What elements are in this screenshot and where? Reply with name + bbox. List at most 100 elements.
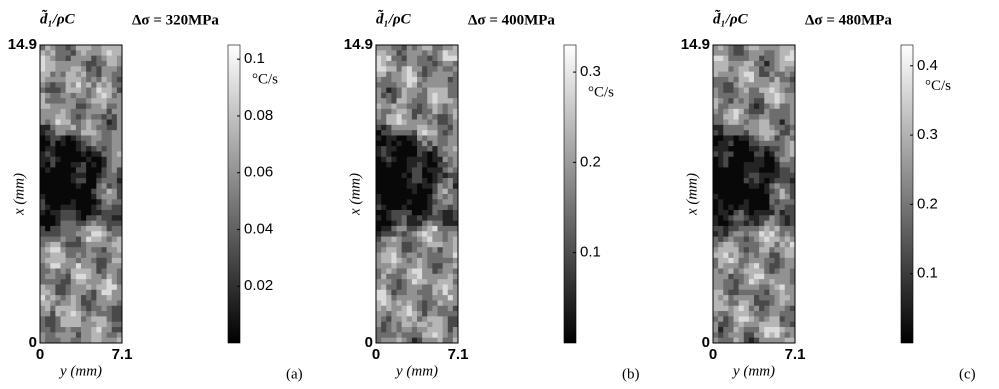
contour-cell [381,295,387,301]
contour-cell [759,151,765,158]
contour-cell [381,45,387,51]
contour-cell [764,45,770,51]
contour-cell [723,231,729,238]
contour-cell [432,50,438,57]
contour-cell [432,140,438,147]
contour-cell [81,273,87,280]
contour-cell [754,337,760,344]
contour-cell [432,236,438,243]
contour-cell [718,337,724,344]
contour-cell [417,60,423,67]
contour-cell [101,194,108,200]
contour-cell [60,108,67,115]
contour-cell [774,66,781,73]
contour-cell [401,188,408,195]
contour-cell [723,194,729,200]
contour-cell [447,289,454,296]
contour-cell [75,225,82,232]
contour-cell [50,236,56,243]
contour-cell [111,199,118,206]
contour-cell [111,289,118,296]
contour-cell [111,98,118,105]
contour-cell [60,295,67,301]
contour-cell [111,236,118,243]
contour-cell [381,284,387,291]
contour-cell [86,140,92,147]
contour-cell [381,183,387,190]
panel-label: (a) [286,366,303,382]
contour-cell [396,66,403,73]
contour-cell [111,162,118,168]
contour-cell [427,76,433,83]
contour-cell [759,135,765,142]
contour-cell [91,305,97,312]
contour-cell [452,316,459,323]
contour-cell [764,332,770,339]
contour-cell [96,103,102,110]
contour-cell [728,305,734,312]
contour-cell [713,140,719,147]
contour-cell [116,151,123,158]
contour-cell [759,194,765,200]
contour-cell [116,76,123,83]
contour-cell [723,215,729,222]
contour-cell [452,119,459,126]
contour-cell [391,108,397,115]
contour-cell [769,45,775,51]
contour-cell [96,76,102,83]
contour-cell [759,332,765,339]
contour-cell [81,55,87,62]
contour-cell [417,114,423,120]
contour-cell [91,87,97,94]
contour-cell [75,103,82,110]
contour-cell [50,295,56,301]
contour-cell [106,130,113,136]
contour-cell [75,289,82,296]
contour-cell [111,279,118,285]
contour-cell [779,321,786,328]
contour-cell [738,156,745,163]
contour-cell [784,252,791,259]
contour-cell [106,316,113,323]
contour-cell [728,247,734,254]
contour-cell [45,119,51,126]
contour-cell [723,225,729,232]
contour-cell [45,236,51,243]
contour-cell [401,82,408,89]
contour-cell [401,241,408,248]
contour-cell [65,332,72,339]
contour-cell [452,103,459,110]
contour-cell [75,87,82,94]
contour-cell [65,337,72,344]
contour-cell [723,257,729,264]
contour-cell [417,124,423,131]
contour-cell [91,98,97,105]
contour-cell [733,279,740,285]
contour-cell [769,140,775,147]
contour-cell [779,194,786,200]
contour-cell [96,300,102,307]
contour-cell [96,178,102,184]
contour-cell [723,45,729,51]
contour-cell [101,50,108,57]
contour-cell [376,76,382,83]
contour-cell [111,146,118,152]
contour-cell [452,92,459,99]
contour-cell [111,178,118,184]
contour-cell [774,295,781,301]
x-axis-label: y (mm) [394,363,438,379]
contour-cell [422,311,428,317]
contour-cell [713,327,719,333]
contour-cell [96,311,102,317]
contour-cell [713,156,719,163]
contour-cell [789,156,796,163]
contour-cell [713,178,719,184]
contour-cell [723,289,729,296]
contour-cell [65,252,72,259]
contour-cell [96,295,102,301]
contour-cell [754,311,760,317]
contour-cell [55,124,61,131]
contour-cell [101,215,108,222]
contour-cell [723,92,729,99]
contour-cell [452,82,459,89]
